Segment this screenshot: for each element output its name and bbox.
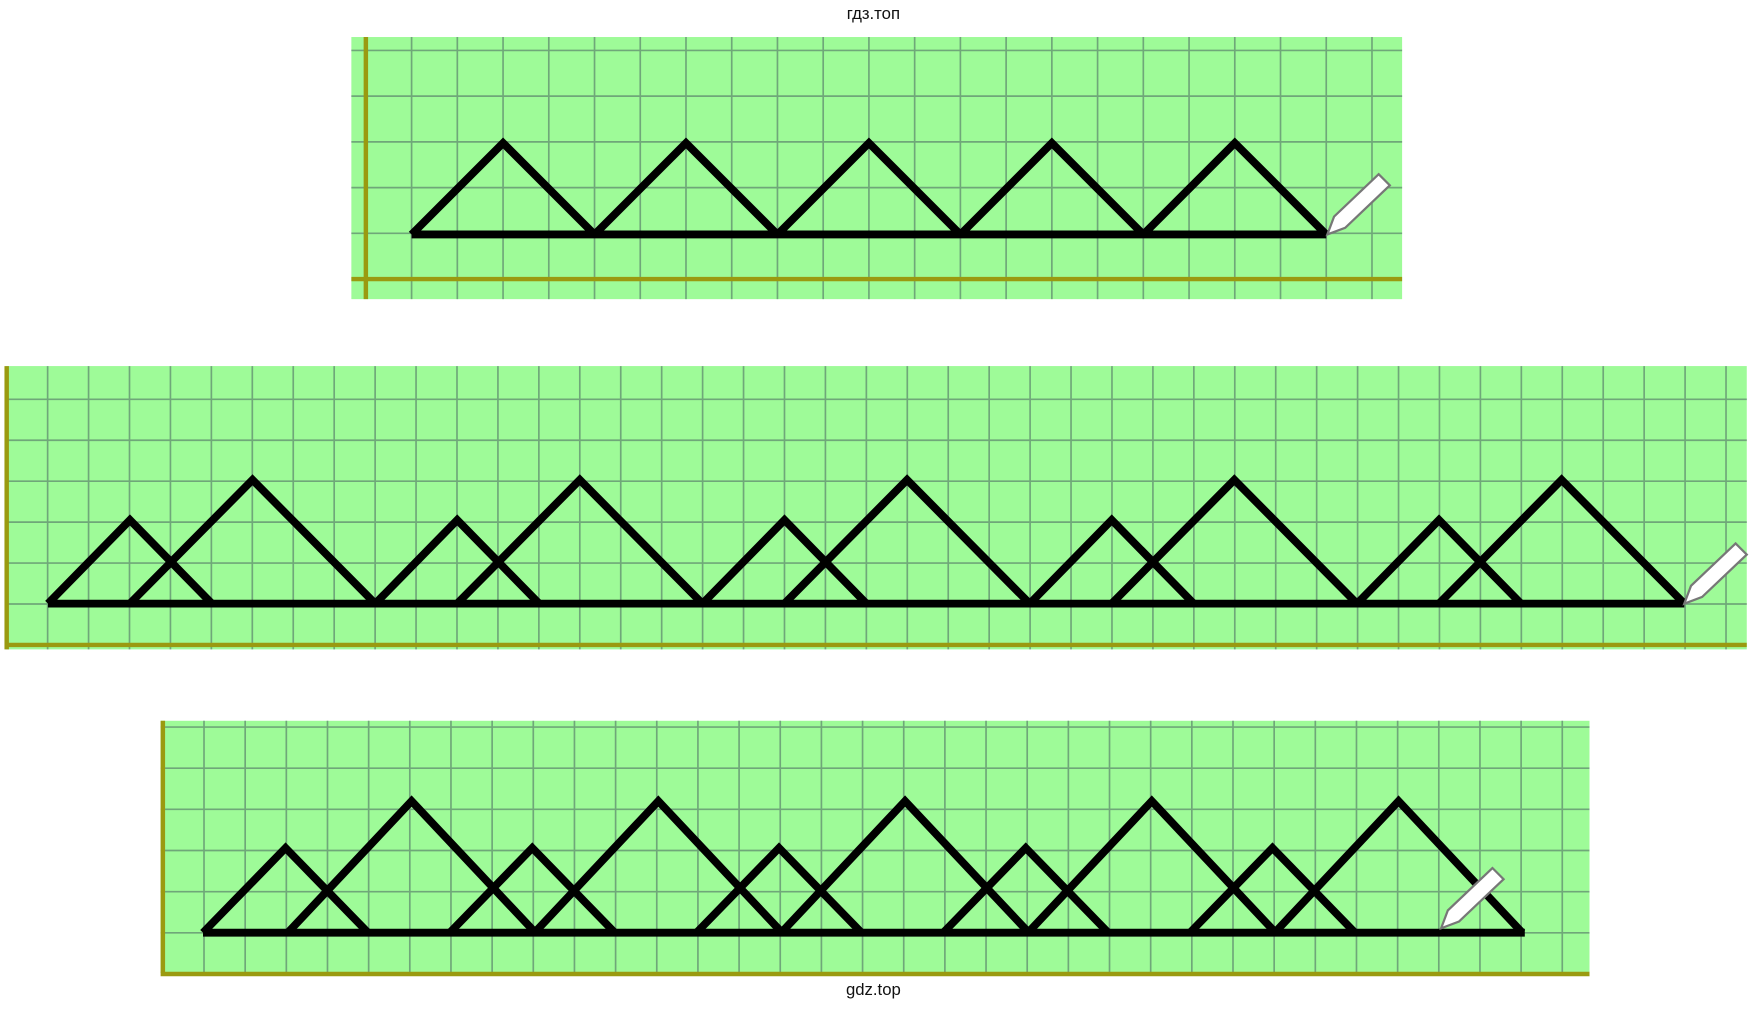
triangle (781, 474, 1033, 607)
triangle (446, 842, 618, 936)
triangle (372, 514, 542, 607)
panel-bg (351, 37, 1403, 300)
pencil (1682, 541, 1749, 606)
header-watermark: гдз.топ (847, 4, 900, 23)
footer-watermark: gdz.top (846, 980, 901, 999)
triangle (454, 474, 706, 607)
triangle (774, 137, 964, 238)
triangle (1187, 842, 1358, 936)
triangle (1436, 474, 1688, 607)
triangle (45, 514, 215, 607)
triangle (1026, 514, 1197, 607)
triangle (591, 137, 781, 238)
pencil (1325, 172, 1392, 237)
triangle (127, 474, 379, 607)
triangle (693, 842, 865, 936)
triangle (1108, 474, 1360, 607)
triangle (1354, 514, 1524, 607)
panels (4, 37, 1749, 977)
grid-panel (4, 366, 1749, 650)
triangle (940, 842, 1112, 936)
triangle (200, 842, 371, 936)
triangle (1140, 137, 1330, 238)
triangle (957, 137, 1147, 238)
pencil (1439, 866, 1506, 931)
grid-panel (160, 720, 1590, 977)
triangle (699, 514, 870, 607)
triangle (408, 137, 598, 238)
grid-panel (351, 37, 1403, 300)
